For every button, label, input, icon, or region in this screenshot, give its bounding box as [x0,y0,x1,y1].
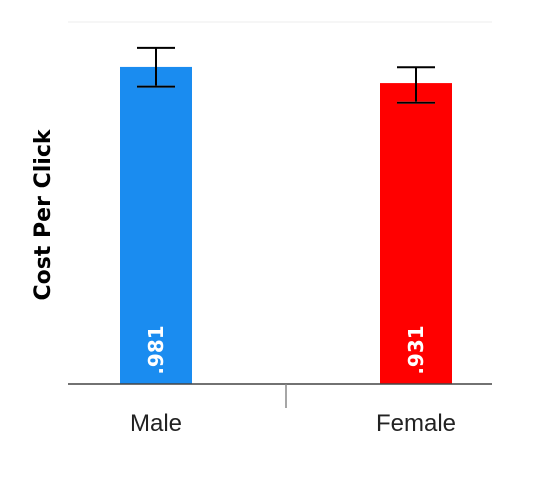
value-label-female: .931 [404,325,428,374]
error-bars-layer [137,46,435,104]
bars-layer [120,66,452,385]
bar-male [120,66,192,384]
y-axis-label: Cost Per Click [31,128,56,300]
value-labels: .981 .931 [144,325,428,374]
value-label-male: .981 [144,325,168,374]
bar-female [380,83,452,385]
x-tick-label-female: Female [376,410,456,437]
error-bar-male [137,46,175,88]
error-bar-female [397,66,435,104]
x-tick-labels: Male Female [130,410,456,437]
x-tick-label-male: Male [130,410,182,437]
